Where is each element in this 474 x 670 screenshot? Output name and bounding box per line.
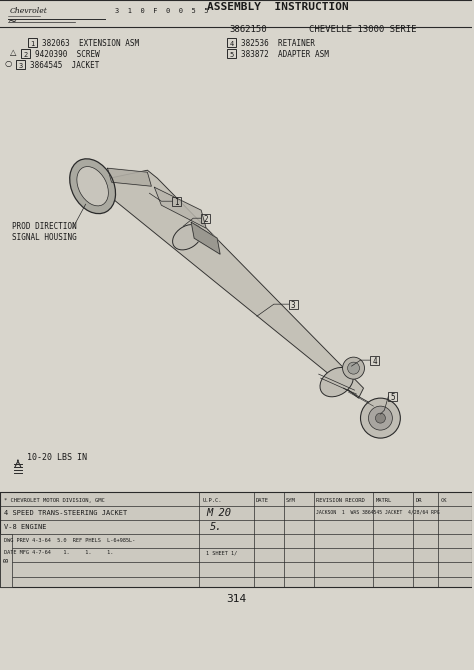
Text: * CHEVROLET MOTOR DIVISION, GMC: * CHEVROLET MOTOR DIVISION, GMC bbox=[4, 498, 105, 503]
Circle shape bbox=[361, 398, 401, 438]
Bar bbox=[0, 534, 12, 587]
Text: △: △ bbox=[9, 48, 16, 57]
Text: Chevrolet: Chevrolet bbox=[10, 7, 48, 15]
Text: 314: 314 bbox=[226, 594, 246, 604]
Text: 382063  EXTENSION ASM: 382063 EXTENSION ASM bbox=[42, 40, 139, 48]
Ellipse shape bbox=[70, 159, 116, 214]
Circle shape bbox=[347, 362, 359, 374]
Polygon shape bbox=[108, 168, 151, 186]
Bar bbox=[0, 492, 472, 587]
Text: ASSEMBLY  INSTRUCTION: ASSEMBLY INSTRUCTION bbox=[207, 2, 348, 12]
Text: 1: 1 bbox=[30, 42, 35, 48]
Text: V-8 ENGINE: V-8 ENGINE bbox=[4, 524, 46, 530]
Text: SYM: SYM bbox=[286, 498, 296, 503]
Polygon shape bbox=[155, 187, 206, 228]
Text: U.P.C.: U.P.C. bbox=[202, 498, 222, 503]
Text: 1: 1 bbox=[174, 198, 179, 207]
Bar bbox=[388, 392, 397, 401]
Ellipse shape bbox=[173, 224, 202, 250]
Text: JACKSON  1  WAS 3864545 JACKET  4/28/64 RPG: JACKSON 1 WAS 3864545 JACKET 4/28/64 RPG bbox=[316, 509, 439, 514]
Text: DATE MFG 4-7-64    1.     1.     1.: DATE MFG 4-7-64 1. 1. 1. bbox=[4, 550, 113, 555]
Circle shape bbox=[343, 357, 365, 379]
Text: 2: 2 bbox=[203, 215, 208, 224]
Circle shape bbox=[368, 406, 392, 430]
Text: 2: 2 bbox=[23, 52, 27, 58]
Text: 5.: 5. bbox=[210, 522, 223, 532]
Text: PROD DIRECTION
SIGNAL HOUSING: PROD DIRECTION SIGNAL HOUSING bbox=[12, 222, 77, 242]
Polygon shape bbox=[105, 170, 364, 398]
Text: CHEVELLE 13000 SERIE: CHEVELLE 13000 SERIE bbox=[309, 25, 416, 34]
Text: 3: 3 bbox=[18, 63, 23, 69]
Text: MATRL: MATRL bbox=[375, 498, 392, 503]
Text: 5: 5 bbox=[391, 393, 395, 402]
Text: CK: CK bbox=[440, 498, 447, 503]
Bar bbox=[172, 197, 181, 206]
Text: REVISION RECORD: REVISION RECORD bbox=[316, 498, 365, 503]
Ellipse shape bbox=[320, 367, 353, 397]
Text: 9420390  SCREW: 9420390 SCREW bbox=[35, 50, 100, 59]
Text: B: B bbox=[3, 558, 9, 562]
Bar bbox=[227, 50, 236, 58]
Text: 1 SHEET 1/: 1 SHEET 1/ bbox=[206, 550, 237, 555]
Text: ~: ~ bbox=[8, 17, 17, 27]
Bar bbox=[371, 356, 379, 365]
Ellipse shape bbox=[77, 167, 109, 206]
Text: 4: 4 bbox=[373, 357, 377, 366]
Bar bbox=[289, 300, 298, 309]
Text: 383872  ADAPTER ASM: 383872 ADAPTER ASM bbox=[241, 50, 329, 59]
Bar bbox=[16, 60, 25, 69]
Text: ○: ○ bbox=[4, 59, 11, 68]
Text: 3  1  0  F  0  0  5  5: 3 1 0 F 0 0 5 5 bbox=[115, 8, 208, 14]
Text: 3: 3 bbox=[291, 301, 296, 310]
Bar bbox=[227, 38, 236, 48]
Text: 4 SPEED TRANS-STEERING JACKET: 4 SPEED TRANS-STEERING JACKET bbox=[4, 510, 127, 516]
Polygon shape bbox=[191, 222, 220, 254]
Text: 3864545  JACKET: 3864545 JACKET bbox=[30, 61, 99, 70]
Text: 5: 5 bbox=[229, 52, 234, 58]
Circle shape bbox=[375, 413, 385, 423]
Text: DATE: DATE bbox=[256, 498, 269, 503]
Bar bbox=[28, 38, 37, 48]
Text: M 20: M 20 bbox=[206, 508, 231, 518]
Text: DR: DR bbox=[415, 498, 422, 503]
Bar bbox=[21, 50, 30, 58]
Text: 3862150: 3862150 bbox=[229, 25, 267, 34]
Text: DWG PREV 4-3-64  5.0  REF PHELS  L-6+985L-: DWG PREV 4-3-64 5.0 REF PHELS L-6+985L- bbox=[4, 538, 135, 543]
Text: 4: 4 bbox=[229, 42, 234, 48]
Text: 382536  RETAINER: 382536 RETAINER bbox=[241, 40, 315, 48]
Bar bbox=[201, 214, 210, 223]
Text: 10-20 LBS IN: 10-20 LBS IN bbox=[27, 453, 87, 462]
